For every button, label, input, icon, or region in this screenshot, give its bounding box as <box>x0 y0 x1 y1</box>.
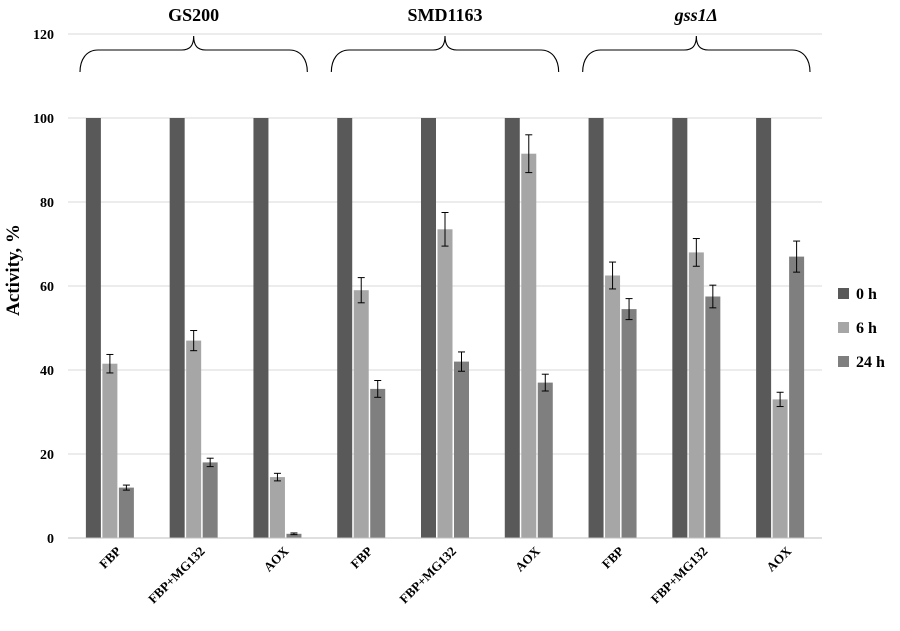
error-bar <box>106 353 114 374</box>
error-bar <box>273 472 281 482</box>
bar-6h-8 <box>772 399 788 538</box>
error-bar <box>357 277 365 304</box>
bar-24h-3 <box>370 388 386 538</box>
group-brace <box>582 35 811 73</box>
error-bar <box>458 351 465 372</box>
bar-6h-0 <box>102 363 118 538</box>
bar-0h-3 <box>337 118 353 538</box>
error-bars <box>106 134 801 536</box>
legend-label: 6 h <box>856 320 877 337</box>
bar-6h-7 <box>688 252 704 538</box>
error-bar <box>541 373 549 392</box>
bar-24h-6 <box>621 309 637 538</box>
error-bar <box>122 484 130 491</box>
error-bar <box>793 240 801 273</box>
legend-label: 24 h <box>856 354 885 371</box>
bar-6h-3 <box>353 290 369 538</box>
bar-24h-2 <box>286 533 302 538</box>
y-tick-label: 100 <box>33 112 54 127</box>
group-labels: GS200 SMD1163 gss1Δ <box>79 5 811 73</box>
y-tick-label: 20 <box>40 448 54 463</box>
category-label: FBP <box>96 543 124 571</box>
category-label: FBP+MG132 <box>145 544 208 607</box>
group-label: gss1Δ <box>674 5 718 25</box>
bar-6h-5 <box>521 153 537 538</box>
legend-item: 0 h <box>838 286 877 303</box>
group-brace <box>79 35 308 73</box>
y-tick-label: 80 <box>40 196 54 211</box>
bar-0h-8 <box>756 118 772 538</box>
error-bar <box>441 212 449 247</box>
bar-6h-2 <box>269 477 285 538</box>
category-label: FBP+MG132 <box>396 544 459 607</box>
category-label: AOX <box>512 543 543 574</box>
bar-24h-0 <box>118 487 134 538</box>
bar-6h-6 <box>605 275 621 538</box>
bar-0h-0 <box>85 118 101 538</box>
category-labels: FBP FBP+MG132 AOX FBP FBP+MG132 AOX FBP FBP+MG1… <box>96 543 795 606</box>
y-tick-label: 120 <box>33 28 54 43</box>
error-bar <box>206 457 214 468</box>
y-tick-label: 40 <box>40 364 54 379</box>
bar-24h-1 <box>202 462 218 538</box>
bar-24h-7 <box>705 296 721 538</box>
legend-label: 0 h <box>856 286 877 303</box>
legend-swatch <box>838 322 849 333</box>
legend: 0 h 6 h 24 h <box>838 286 885 371</box>
bar-0h-5 <box>504 118 520 538</box>
error-bar <box>625 298 633 321</box>
bar-0h-1 <box>169 118 185 538</box>
bar-0h-2 <box>253 118 269 538</box>
error-bar <box>190 330 198 352</box>
category-label: FBP <box>599 543 627 571</box>
bar-24h-5 <box>537 382 553 538</box>
bar-6h-4 <box>437 229 453 539</box>
error-bar <box>290 532 298 536</box>
bars <box>85 118 805 539</box>
group-brace <box>330 35 560 73</box>
bar-0h-4 <box>421 118 436 538</box>
error-bar <box>609 261 617 290</box>
legend-swatch <box>838 356 849 367</box>
bar-0h-6 <box>588 118 604 538</box>
legend-swatch <box>838 288 849 299</box>
error-bar <box>374 380 382 398</box>
bar-24h-8 <box>789 256 805 538</box>
legend-item: 24 h <box>838 354 885 371</box>
error-bar <box>692 238 700 267</box>
y-axis-title: Activity, % <box>3 224 24 316</box>
category-label: FBP+MG132 <box>648 544 711 607</box>
error-bar <box>776 391 784 408</box>
bar-24h-4 <box>454 361 469 538</box>
category-label: AOX <box>763 543 794 574</box>
error-bar <box>709 284 717 309</box>
bar-6h-1 <box>186 340 202 538</box>
error-bar <box>525 134 533 174</box>
category-label: AOX <box>261 543 292 574</box>
y-axis-ticks: 0 20 40 60 80 100 120 <box>33 28 54 547</box>
legend-item: 6 h <box>838 320 877 337</box>
y-tick-label: 0 <box>47 532 54 547</box>
category-label: FBP <box>347 543 375 571</box>
y-tick-label: 60 <box>40 280 54 295</box>
group-label: SMD1163 <box>407 5 482 25</box>
group-label: GS200 <box>168 5 219 25</box>
bar-0h-7 <box>672 118 688 538</box>
